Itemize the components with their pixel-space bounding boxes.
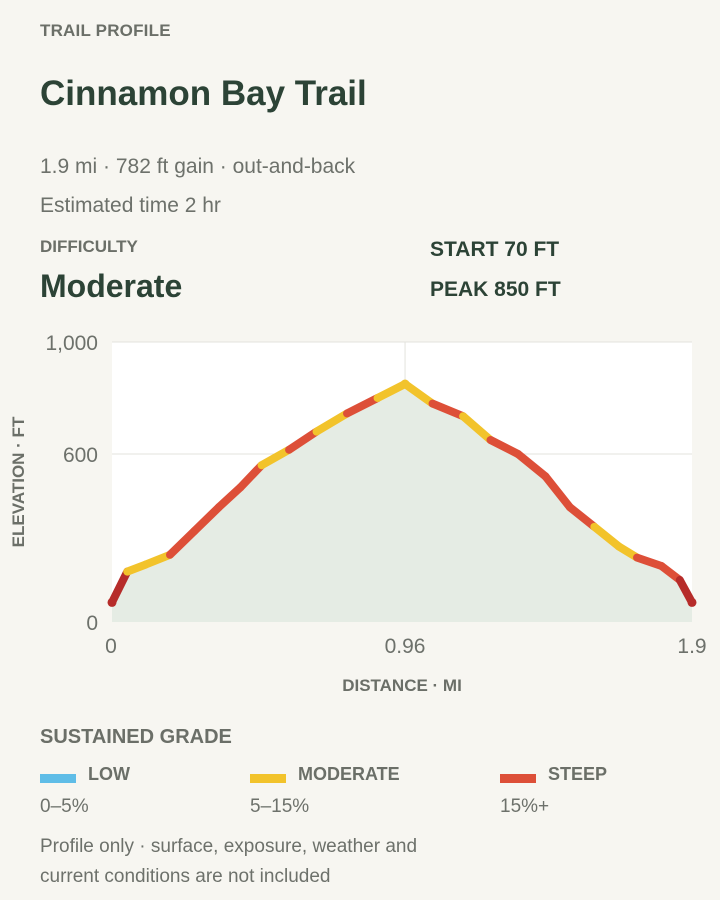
- legend-title: SUSTAINED GRADE: [40, 726, 232, 748]
- x-axis-ticks: 0 0.96 1.9: [105, 635, 706, 658]
- profile-segment: [108, 567, 132, 607]
- trail-title: Cinnamon Bay Trail: [40, 74, 367, 113]
- profile-segment: [285, 427, 321, 454]
- profile-segment: [514, 450, 550, 481]
- profile-segment: [459, 412, 495, 444]
- profile-segment: [428, 399, 468, 421]
- x-tick-label: 0.96: [385, 635, 426, 658]
- trail-summary: 1.9 mi · 782 ft gain · out-and-back: [40, 155, 356, 178]
- elevation-profile-chart: 0 600 1,000 0 0.96 1.9 DISTANCE · MI ELEVATI…: [9, 332, 707, 695]
- profile-segment: [343, 394, 382, 418]
- profile-segment: [166, 527, 199, 559]
- profile-segment: [590, 522, 623, 551]
- x-tick-label: 0: [105, 635, 117, 658]
- profile-segment: [373, 380, 410, 402]
- endpoint-point: [107, 597, 117, 607]
- point-markers: [107, 379, 697, 607]
- profile-segment: [486, 436, 522, 458]
- legend-range-steep: 15%+: [500, 796, 550, 817]
- profile-segment: [190, 503, 223, 535]
- profile-segment: [312, 409, 352, 436]
- x-axis-label: DISTANCE · MI: [342, 676, 462, 695]
- profile-segment: [633, 553, 666, 570]
- difficulty-label: DIFFICULTY: [40, 237, 138, 256]
- legend-label-low: LOW: [88, 764, 130, 784]
- peak-elevation: PEAK 850 FT: [430, 278, 561, 301]
- legend-swatch-steep: [500, 774, 536, 783]
- profile-segment: [236, 461, 266, 492]
- profile-segment: [541, 472, 574, 512]
- difficulty-value: Moderate: [40, 268, 183, 304]
- profile-segment: [257, 445, 294, 470]
- legend-label-steep: STEEP: [548, 764, 608, 784]
- start-elevation: START 70 FT: [430, 238, 560, 261]
- profile-segment: [141, 550, 174, 569]
- elevation-line: [108, 380, 696, 607]
- y-tick-label: 1,000: [45, 332, 98, 355]
- profile-segment: [565, 503, 599, 531]
- profile-segment: [401, 380, 437, 408]
- legend-range-low: 0–5%: [40, 796, 89, 817]
- y-axis-label: ELEVATION · FT: [9, 416, 28, 547]
- legend-range-moderate: 5–15%: [250, 796, 310, 817]
- x-tick-label: 1.9: [677, 635, 706, 658]
- legend-label-moderate: MODERATE: [298, 764, 400, 784]
- endpoint-point: [687, 597, 697, 607]
- y-axis-ticks: 0 600 1,000: [45, 332, 98, 635]
- legend-swatch-low: [40, 774, 76, 783]
- elevation-area: [112, 384, 692, 622]
- section-eyebrow: TRAIL PROFILE: [40, 21, 171, 40]
- peak-point: [400, 379, 410, 389]
- estimated-time: Estimated time 2 hr: [40, 194, 221, 217]
- legend-swatch-moderate: [250, 774, 286, 783]
- footnote: Profile only · surface, exposure, weathe…: [40, 836, 418, 887]
- y-tick-label: 0: [86, 612, 98, 635]
- y-tick-label: 600: [63, 444, 98, 467]
- profile-segment: [214, 483, 245, 512]
